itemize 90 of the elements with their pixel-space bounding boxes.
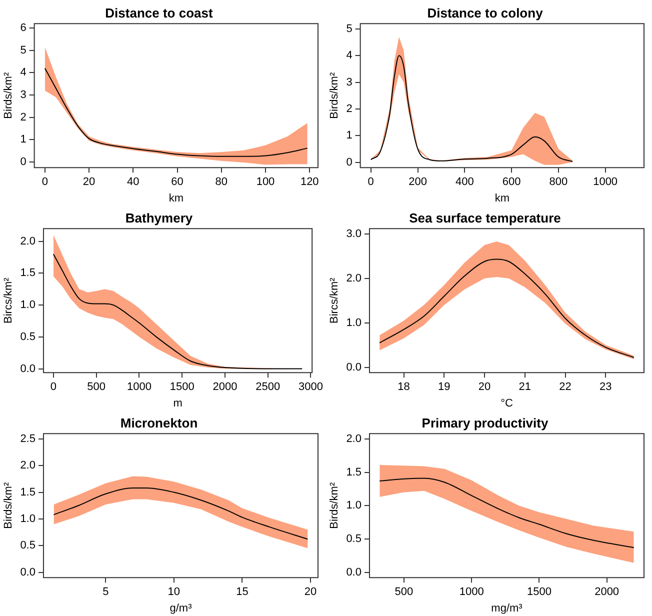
y-tick-label: 1.5 bbox=[20, 267, 36, 280]
y-tick-label: 1.5 bbox=[20, 486, 36, 498]
y-tick-label: 0.5 bbox=[346, 532, 362, 545]
x-axis-title: °C bbox=[500, 397, 513, 410]
y-tick-label: 1.0 bbox=[346, 500, 362, 512]
x-tick-label: 60 bbox=[171, 176, 184, 188]
y-tick-label: 1.0 bbox=[20, 512, 36, 525]
x-tick-label: 10 bbox=[168, 586, 180, 598]
x-tick-label: 20 bbox=[82, 176, 96, 188]
x-tick-label: 120 bbox=[300, 176, 319, 188]
y-axis-title: Bircs/km² bbox=[2, 277, 15, 324]
y-tick-label: 3 bbox=[20, 89, 26, 102]
y-tick-label: 5 bbox=[346, 22, 352, 35]
y-tick-label: 0.0 bbox=[20, 566, 36, 578]
chart-title: Micronekton bbox=[120, 415, 198, 430]
y-tick-label: 4 bbox=[20, 66, 26, 79]
x-tick-label: 200 bbox=[408, 176, 427, 188]
line-series bbox=[379, 258, 634, 358]
x-tick-label: 40 bbox=[127, 176, 140, 188]
x-tick-label: 15 bbox=[236, 586, 248, 598]
y-axis-title: Birds/km² bbox=[328, 482, 341, 529]
y-tick-label: 2 bbox=[346, 102, 352, 115]
chart-title: Primary productivity bbox=[422, 415, 549, 430]
x-tick-label: 0 bbox=[368, 176, 374, 188]
x-tick-label: 2000 bbox=[594, 586, 620, 598]
x-tick-label: 1500 bbox=[526, 586, 552, 598]
x-tick-label: 22 bbox=[559, 381, 572, 394]
y-tick-label: 4 bbox=[346, 50, 352, 62]
y-tick-label: 1 bbox=[346, 130, 352, 142]
y-tick-label: 0.5 bbox=[20, 330, 36, 343]
x-axis-title: m bbox=[173, 397, 182, 410]
y-tick-label: 0 bbox=[346, 156, 352, 168]
y-tick-label: 5 bbox=[20, 44, 26, 56]
chart-title: Distance to coast bbox=[105, 5, 214, 20]
x-axis-title: km bbox=[494, 192, 510, 204]
x-tick-label: 5 bbox=[102, 586, 109, 598]
x-tick-label: 500 bbox=[87, 381, 106, 394]
y-axis-title: Bircs/km² bbox=[328, 277, 341, 324]
y-tick-label: 2.0 bbox=[20, 460, 36, 472]
y-tick-label: 0.0 bbox=[20, 362, 36, 375]
y-tick-label: 2.0 bbox=[20, 235, 36, 248]
chart-title: Distance to colony bbox=[427, 5, 544, 20]
x-tick-label: 1000 bbox=[593, 176, 618, 188]
y-tick-label: 2.0 bbox=[346, 432, 362, 445]
y-axis-title: Birds/km² bbox=[2, 72, 15, 119]
y-tick-label: 1 bbox=[20, 134, 26, 146]
y-tick-label: 2.0 bbox=[346, 272, 362, 284]
x-axis-title: mg/m³ bbox=[491, 602, 523, 614]
x-tick-label: 2500 bbox=[256, 381, 280, 394]
x-tick-label: 800 bbox=[549, 176, 568, 188]
y-tick-label: 0.5 bbox=[20, 540, 36, 552]
y-axis-title: Birds/km² bbox=[2, 482, 15, 529]
x-tick-label: 100 bbox=[256, 176, 275, 188]
y-tick-label: 0 bbox=[20, 156, 26, 168]
x-tick-label: 23 bbox=[600, 381, 612, 394]
x-axis-title: g/m³ bbox=[170, 602, 192, 614]
y-tick-label: 1.0 bbox=[346, 316, 362, 329]
y-tick-label: 1.0 bbox=[20, 299, 36, 312]
x-tick-label: 80 bbox=[215, 176, 228, 188]
y-tick-label: 3.0 bbox=[346, 228, 362, 240]
x-tick-label: 0 bbox=[42, 176, 48, 188]
x-tick-label: 21 bbox=[518, 381, 532, 394]
line-series bbox=[44, 68, 308, 157]
y-tick-label: 3 bbox=[346, 76, 352, 88]
y-tick-label: 0.0 bbox=[346, 566, 362, 578]
x-tick-label: 2000 bbox=[212, 381, 238, 394]
line-series bbox=[379, 478, 634, 548]
x-axis-title: km bbox=[168, 192, 184, 204]
x-tick-label: 400 bbox=[455, 176, 474, 188]
x-tick-label: 0 bbox=[50, 381, 56, 394]
x-tick-label: 20 bbox=[478, 381, 491, 394]
y-tick-label: 2.5 bbox=[20, 432, 36, 445]
chart-title: Bathymery bbox=[125, 210, 194, 226]
y-tick-label: 1.5 bbox=[346, 466, 362, 478]
x-tick-label: 1000 bbox=[459, 586, 484, 598]
y-tick-label: 0.0 bbox=[346, 361, 362, 374]
x-tick-label: 20 bbox=[304, 586, 317, 598]
line-series bbox=[370, 55, 573, 162]
x-tick-label: 1500 bbox=[170, 381, 194, 394]
x-tick-label: 1000 bbox=[126, 381, 152, 394]
x-tick-label: 500 bbox=[394, 586, 414, 598]
line-series bbox=[53, 488, 308, 540]
chart-title: Sea surface temperature bbox=[409, 210, 561, 226]
x-tick-label: 19 bbox=[438, 381, 450, 394]
x-tick-label: 600 bbox=[502, 176, 521, 188]
y-tick-label: 2 bbox=[20, 111, 26, 124]
y-tick-label: 6 bbox=[20, 22, 26, 34]
y-axis-title: Birds/km² bbox=[328, 72, 341, 119]
x-tick-label: 3000 bbox=[298, 381, 323, 394]
x-tick-label: 18 bbox=[398, 381, 410, 394]
